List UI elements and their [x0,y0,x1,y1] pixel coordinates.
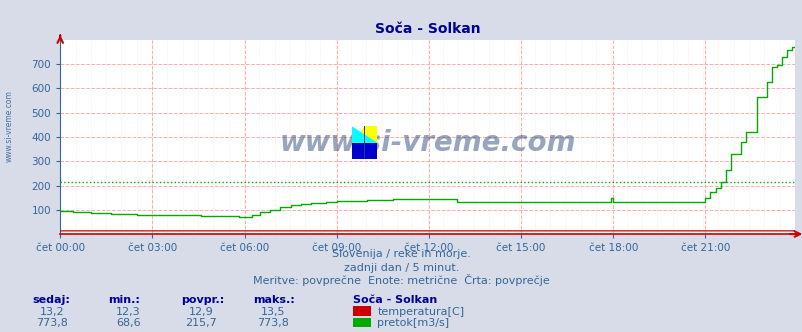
Text: zadnji dan / 5 minut.: zadnji dan / 5 minut. [343,263,459,273]
Polygon shape [363,126,365,159]
Text: 773,8: 773,8 [257,318,289,328]
Text: 13,5: 13,5 [261,307,285,317]
Text: 773,8: 773,8 [36,318,68,328]
Text: 12,3: 12,3 [116,307,140,317]
Text: 13,2: 13,2 [40,307,64,317]
Text: www.si-vreme.com: www.si-vreme.com [279,129,575,157]
Text: temperatura[C]: temperatura[C] [377,307,464,317]
Polygon shape [351,126,377,143]
Text: Slovenija / reke in morje.: Slovenija / reke in morje. [332,249,470,259]
Text: povpr.:: povpr.: [180,295,224,305]
Polygon shape [351,126,377,143]
Text: pretok[m3/s]: pretok[m3/s] [377,318,449,328]
Text: 12,9: 12,9 [188,307,213,317]
Text: sedaj:: sedaj: [32,295,70,305]
Text: min.:: min.: [108,295,140,305]
Text: www.si-vreme.com: www.si-vreme.com [5,90,14,162]
Polygon shape [351,143,377,159]
Text: Soča - Solkan: Soča - Solkan [353,295,437,305]
Text: maks.:: maks.: [253,295,294,305]
Text: 68,6: 68,6 [116,318,140,328]
Text: 215,7: 215,7 [184,318,217,328]
Text: Meritve: povprečne  Enote: metrične  Črta: povprečje: Meritve: povprečne Enote: metrične Črta:… [253,274,549,286]
Title: Soča - Solkan: Soča - Solkan [375,22,480,36]
